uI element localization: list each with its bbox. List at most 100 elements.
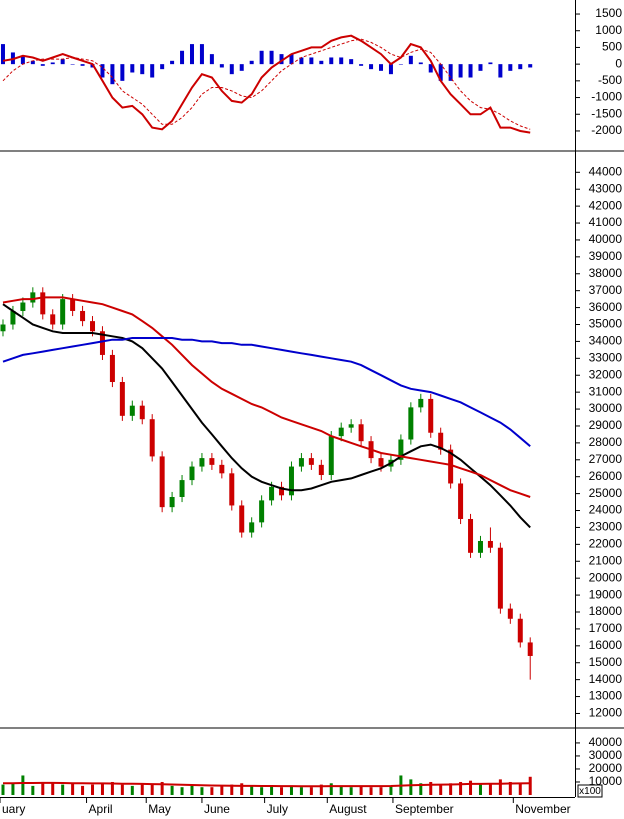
y-tick-label: 12000	[589, 706, 623, 720]
bar	[270, 785, 274, 795]
x-tick-label: July	[267, 802, 288, 816]
bar	[61, 784, 65, 795]
bar	[229, 64, 234, 75]
candle-body	[0, 324, 6, 332]
bar	[299, 787, 303, 795]
bar	[319, 60, 324, 65]
line	[2, 38, 531, 130]
bar	[488, 62, 493, 65]
bar	[150, 64, 155, 78]
candle-body	[10, 310, 16, 325]
bar	[31, 785, 35, 795]
candle-body	[487, 540, 493, 548]
candle-body	[139, 405, 145, 420]
x-tick-label: uary	[2, 802, 25, 816]
bar	[309, 787, 313, 795]
bar	[339, 785, 343, 795]
annotation: x100	[579, 786, 601, 797]
candle-body	[408, 407, 414, 440]
bar	[409, 779, 413, 795]
bar	[120, 784, 124, 795]
bar	[130, 785, 134, 795]
bar	[30, 60, 35, 65]
candle-body	[209, 458, 215, 465]
candle-body	[338, 427, 344, 437]
line	[2, 296, 531, 498]
y-tick-label: 40000	[589, 232, 623, 246]
y-tick-label: 30000	[589, 401, 623, 415]
candle-body	[348, 424, 354, 428]
line	[2, 337, 531, 448]
x-tick-label: May	[148, 802, 171, 816]
candle-body	[249, 522, 255, 533]
y-tick-label: 44000	[589, 164, 623, 178]
bar	[359, 64, 364, 66]
bar	[160, 64, 165, 70]
candle-body	[517, 618, 523, 643]
bar	[60, 59, 65, 65]
candle-body	[527, 642, 533, 656]
y-tick-label: -500	[598, 73, 622, 87]
bar	[528, 64, 533, 68]
y-tick-label: 29000	[589, 418, 623, 432]
candle-body	[318, 464, 324, 476]
bar	[81, 785, 85, 795]
bar	[100, 64, 105, 78]
y-tick-label: 24000	[589, 503, 623, 517]
bar	[359, 785, 363, 795]
candle-body	[179, 480, 185, 497]
y-tick-label: 15000	[589, 655, 623, 669]
bar	[508, 781, 512, 795]
y-tick-label: -1500	[591, 106, 622, 120]
y-tick-label: 500	[602, 40, 622, 54]
bar	[349, 787, 353, 795]
candle-body	[219, 464, 225, 474]
y-tick-label: 32000	[589, 367, 623, 381]
candle-body	[428, 398, 434, 433]
bar	[170, 785, 174, 795]
candle-body	[189, 466, 195, 481]
bar	[20, 55, 25, 65]
y-tick-label: -2000	[591, 123, 622, 137]
bar	[230, 784, 234, 795]
bar	[369, 64, 374, 70]
bar	[459, 781, 463, 795]
bar	[398, 64, 403, 65]
bar	[438, 64, 443, 81]
candle-body	[358, 424, 364, 442]
bar	[259, 50, 264, 65]
candle-body	[259, 500, 265, 523]
candle-body	[438, 432, 444, 450]
y-tick-label: -1000	[591, 90, 622, 104]
y-tick-label: 41000	[589, 215, 623, 229]
bar	[200, 787, 204, 795]
bar	[289, 54, 294, 65]
bar	[299, 57, 304, 65]
bar	[110, 781, 114, 795]
bar	[260, 787, 264, 795]
bar	[71, 783, 75, 795]
bar	[518, 64, 523, 70]
y-tick-label: 23000	[589, 520, 623, 534]
y-tick-label: 20000	[589, 761, 623, 775]
bar	[498, 779, 502, 795]
candle-body	[199, 458, 205, 467]
bar	[379, 64, 384, 71]
bar	[199, 44, 204, 65]
bar	[239, 64, 244, 71]
candle-body	[378, 458, 384, 467]
bar	[51, 783, 55, 795]
annotation-box	[577, 784, 603, 798]
candle-body	[60, 299, 66, 325]
bar	[50, 62, 55, 65]
y-tick-label: 27000	[589, 452, 623, 466]
y-tick-label: 1500	[595, 6, 622, 20]
bar	[329, 57, 334, 65]
x-tick-label: June	[204, 802, 230, 816]
bar	[498, 64, 503, 78]
line	[2, 34, 531, 134]
candle-body	[129, 405, 135, 416]
y-tick-label: 30000	[589, 748, 623, 762]
y-tick-label: 0	[615, 56, 622, 70]
